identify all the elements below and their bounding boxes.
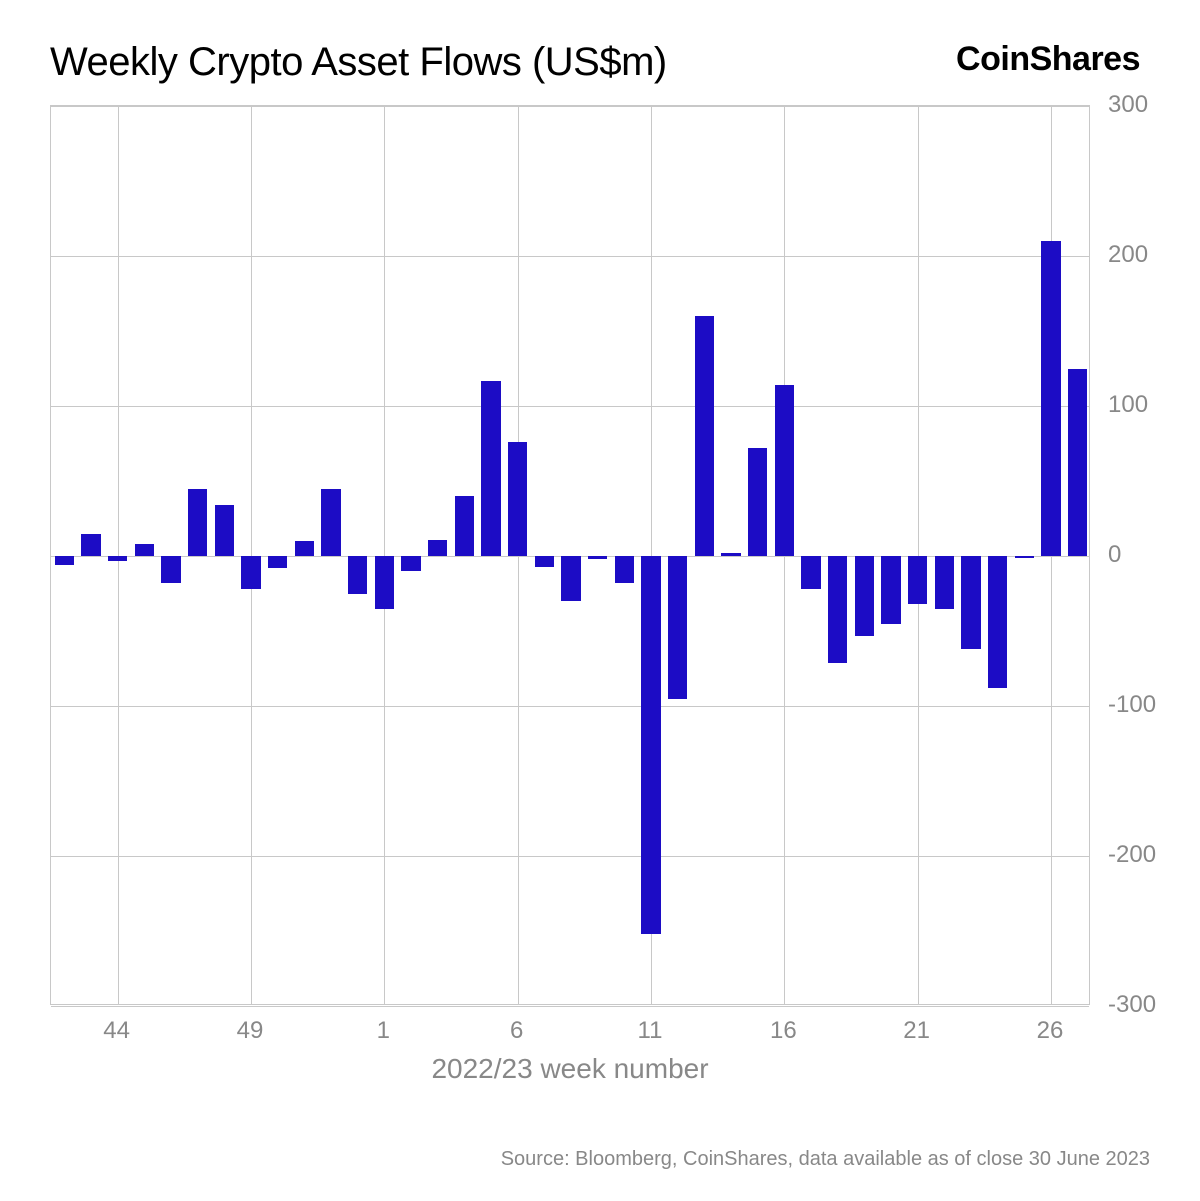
plot-area [50,105,1090,1005]
source-attribution: Source: Bloomberg, CoinShares, data avai… [501,1148,1150,1171]
bar [348,556,367,594]
y-tick-label: -200 [1108,841,1156,869]
bar [428,540,447,557]
bar [55,556,74,565]
bar [695,316,714,556]
bar [295,541,314,556]
header: Weekly Crypto Asset Flows (US$m) CoinSha… [50,40,1170,85]
bar [241,556,260,589]
brand-logo: CoinShares [956,40,1140,79]
bar [801,556,820,589]
bar [961,556,980,649]
bar [988,556,1007,688]
bar [481,381,500,557]
y-tick-label: -100 [1108,691,1156,719]
y-tick-label: 300 [1108,91,1148,119]
y-tick-label: 100 [1108,391,1148,419]
bar [748,448,767,556]
chart-title: Weekly Crypto Asset Flows (US$m) [50,40,667,85]
bar [375,556,394,609]
bar [561,556,580,601]
bar [535,556,554,567]
bar [588,556,607,559]
bar [508,442,527,556]
bar [881,556,900,624]
bar [268,556,287,568]
gridline-h [51,856,1089,857]
x-tick-label: 1 [377,1017,390,1045]
x-tick-label: 11 [638,1017,663,1045]
bar [668,556,687,699]
bar [1015,556,1034,558]
gridline-h [51,106,1089,107]
bar [81,534,100,557]
bar [641,556,660,934]
x-tick-label: 26 [1037,1017,1064,1045]
bar [828,556,847,663]
bar [855,556,874,636]
x-tick-label: 44 [103,1017,130,1045]
x-tick-label: 49 [237,1017,264,1045]
bar [108,556,127,561]
bar [215,505,234,556]
y-tick-label: 200 [1108,241,1148,269]
bar [161,556,180,583]
bar [908,556,927,604]
bar [135,544,154,556]
chart-wrap: -300-200-1000100200300 44491611162126 20… [50,105,1160,1065]
gridline-v [251,106,252,1004]
bar [775,385,794,556]
bar [1041,241,1060,556]
bar [935,556,954,609]
x-axis-title: 2022/23 week number [431,1053,708,1085]
bar [1068,369,1087,557]
x-tick-label: 16 [770,1017,797,1045]
gridline-v [118,106,119,1004]
gridline-h [51,1006,1089,1007]
bar [455,496,474,556]
x-tick-label: 21 [903,1017,930,1045]
gridline-h [51,256,1089,257]
chart-container: Weekly Crypto Asset Flows (US$m) CoinSha… [0,0,1200,1201]
bar [321,489,340,557]
gridline-v [384,106,385,1004]
bar [401,556,420,571]
gridline-h [51,406,1089,407]
y-tick-label: 0 [1108,541,1121,569]
gridline-v [918,106,919,1004]
y-tick-label: -300 [1108,991,1156,1019]
bar [721,553,740,556]
x-tick-label: 6 [510,1017,523,1045]
bar [615,556,634,583]
bar [188,489,207,557]
gridline-h [51,706,1089,707]
